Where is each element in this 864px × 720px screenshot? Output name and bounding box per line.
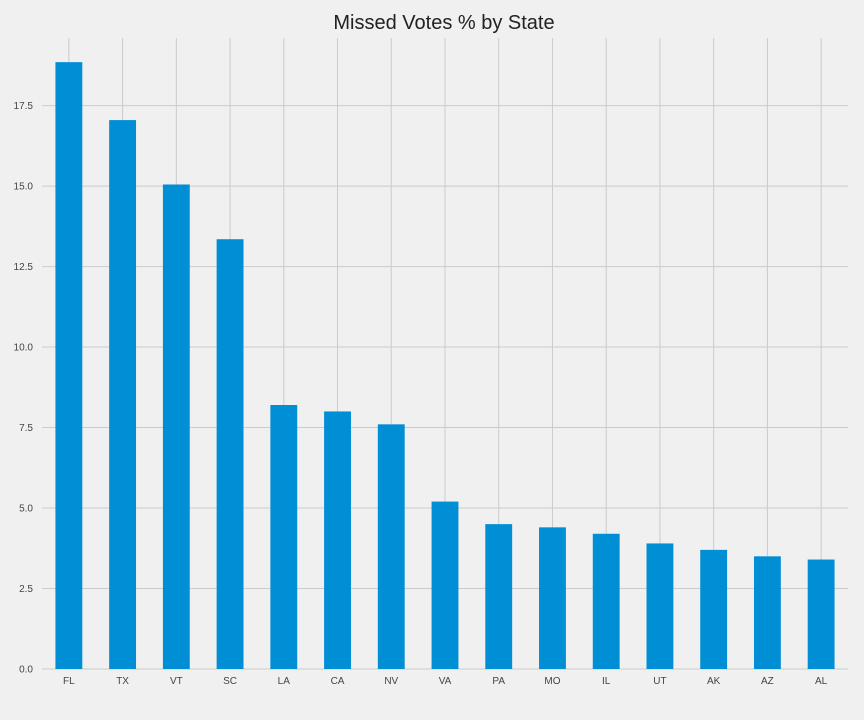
x-tick-label: IL [602,676,611,687]
y-tick-label: 2.5 [19,584,33,595]
bar-nv [377,424,405,669]
x-tick-label: AL [815,676,828,687]
bar-ca [324,411,351,669]
bar-fl [55,62,83,670]
bar-tx [109,120,137,670]
chart-title: Missed Votes % by State [333,12,554,34]
x-tick-label: AK [707,676,721,687]
y-tick-label: 0.0 [19,665,33,676]
bar-series [55,62,835,670]
x-tick-label: UT [653,676,666,687]
x-tick-label: LA [278,676,291,687]
y-tick-label: 7.5 [19,423,33,434]
bar-vt [162,184,190,669]
bar-pa [485,524,513,669]
bar-va [431,501,459,669]
x-tick-label: MO [544,676,560,687]
bar-il [592,533,620,669]
x-tick-label: CA [331,676,345,687]
x-tick-label: FL [63,676,75,687]
x-tick-label: TX [116,676,129,687]
bar-ut [646,543,674,669]
x-tick-label: NV [384,676,398,687]
bar-la [270,405,298,669]
y-tick-label: 15.0 [14,182,34,193]
bar-mo [539,527,566,669]
x-axis-tick-labels: FL TX VT SC LA CA NV VA PA MO IL UT AK AZ AL [63,676,828,687]
bar-al [807,559,835,669]
bar-ak [700,549,728,669]
bar-sc [216,239,244,669]
y-tick-label: 10.0 [14,343,34,354]
x-tick-label: VA [439,676,452,687]
x-tick-label: PA [492,676,505,687]
bar-az [753,556,781,669]
y-tick-label: 5.0 [19,504,33,515]
y-tick-label: 12.5 [14,262,34,273]
x-tick-label: AZ [761,676,774,687]
y-axis-tick-labels: 0.0 2.5 5.0 7.5 10.0 12.5 15.0 17.5 [14,101,34,675]
y-tick-label: 17.5 [14,101,34,112]
x-tick-label: SC [223,676,237,687]
x-tick-label: VT [170,676,183,687]
